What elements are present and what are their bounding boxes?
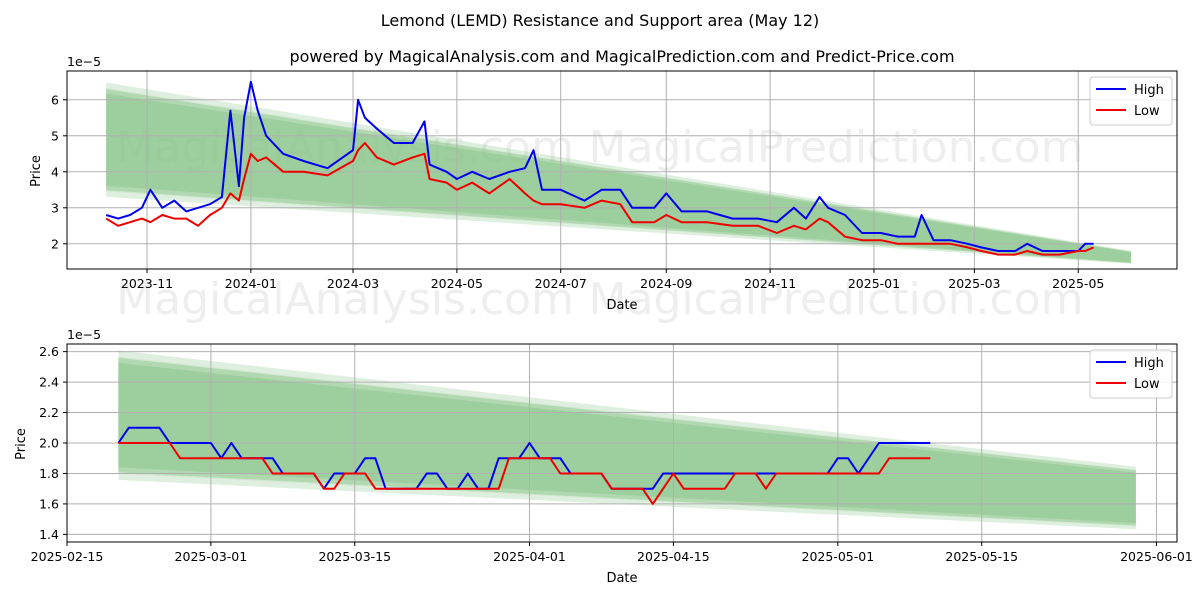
bottom-series-low-line <box>118 442 931 505</box>
bottom-y-tick-label: 2.0 <box>39 436 59 451</box>
chart-subtitle: powered by MagicalAnalysis.com and Magic… <box>289 47 954 66</box>
bottom-x-tick-label: 2025-04-15 <box>637 549 710 564</box>
top-y-axis-label: Price <box>29 155 44 187</box>
top-x-tick-label: 2025-05 <box>1052 276 1104 291</box>
bottom-x-tick-label: 2025-03-01 <box>175 549 248 564</box>
top-x-tick-label: 2024-01 <box>225 276 277 291</box>
top-series-high-line <box>105 80 1094 252</box>
bottom-y-tick-label: 1.8 <box>39 466 59 481</box>
top-y-tick-label: 6 <box>51 92 59 107</box>
top-plot-frame <box>66 70 1178 270</box>
bottom-x-axis-label: Date <box>606 571 637 586</box>
top-legend: High Low <box>1089 76 1173 126</box>
bottom-y-tick-label: 2.4 <box>39 375 59 390</box>
top-x-tick-label: 2024-03 <box>327 276 379 291</box>
chart-title: Lemond (LEMD) Resistance and Support are… <box>381 11 820 30</box>
top-chart: MagicalAnalysis.com MagicalPrediction.co… <box>29 54 1178 325</box>
bottom-y-axis-label: Price <box>14 428 29 460</box>
watermark-prediction: MagicalPrediction.com <box>589 122 1084 173</box>
top-series-low-line <box>105 142 1094 256</box>
bottom-x-tick-label: 2025-05-01 <box>802 549 875 564</box>
top-y-tick-label: 5 <box>51 128 59 143</box>
bottom-x-tick-label: 2025-04-01 <box>493 549 566 564</box>
top-x-tick-label: 2023-11 <box>121 276 173 291</box>
top-scale-label: 1e−5 <box>67 54 101 69</box>
bottom-x-tick-label: 2025-05-15 <box>945 549 1018 564</box>
bottom-scale-label: 1e−5 <box>67 327 101 342</box>
watermark-analysis-2: MagicalAnalysis.com <box>116 274 574 325</box>
bottom-x-tick-label: 2025-02-15 <box>31 549 104 564</box>
bottom-y-tick-label: 2.6 <box>39 344 59 359</box>
top-x-tick-label: 2024-11 <box>744 276 796 291</box>
top-y-tick-label: 3 <box>51 200 59 215</box>
bottom-legend-low-label: Low <box>1134 377 1160 392</box>
top-x-tick-label: 2024-07 <box>535 276 587 291</box>
top-y-tick-label: 4 <box>51 164 59 179</box>
bottom-y-tick-label: 1.4 <box>39 527 59 542</box>
bottom-x-tick-label: 2025-03-15 <box>318 549 391 564</box>
top-legend-low-label: Low <box>1134 104 1160 119</box>
top-x-tick-label: 2024-05 <box>431 276 483 291</box>
bottom-y-tick-label: 2.2 <box>39 405 59 420</box>
watermark-prediction-2: MagicalPrediction.com <box>589 274 1084 325</box>
top-legend-high-label: High <box>1134 83 1164 98</box>
top-x-axis-label: Date <box>606 298 637 313</box>
bottom-y-tick-label: 1.6 <box>39 496 59 511</box>
top-x-tick-label: 2025-01 <box>848 276 900 291</box>
bottom-x-tick-label: 2025-06-01 <box>1120 549 1193 564</box>
bottom-legend-high-label: High <box>1134 356 1164 371</box>
top-x-tick-label: 2025-03 <box>948 276 1000 291</box>
top-x-tick-label: 2024-09 <box>640 276 692 291</box>
top-y-tick-label: 2 <box>51 236 59 251</box>
bottom-chart: 2025-02-15 2025-03-01 2025-03-15 2025-04-01… <box>14 327 1193 586</box>
bottom-legend: High Low <box>1089 349 1173 399</box>
